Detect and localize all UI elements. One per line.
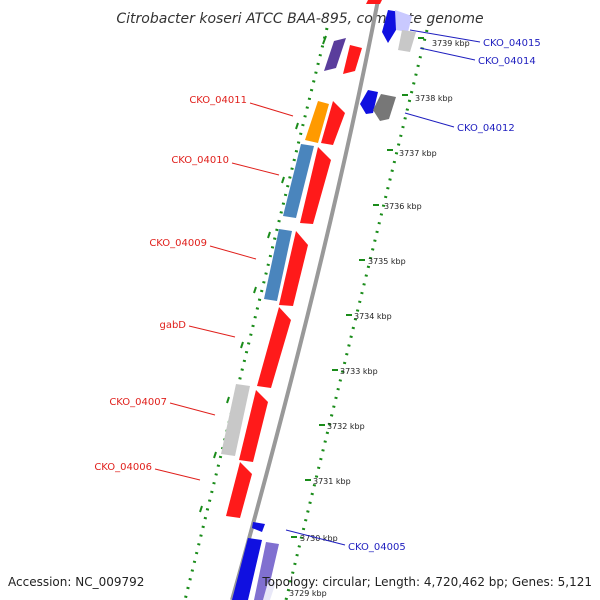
kbp-label: 3739 kbp [432,39,470,48]
gene-label-cko04007: CKO_04007 [109,397,167,408]
gene-label-cko04011: CKO_04011 [189,95,247,106]
gene-label-gabd: gabD [159,320,186,331]
reverse-strand-features [232,0,416,600]
kbp-labels: 3739 kbp 3738 kbp 3737 kbp 3736 kbp 3735… [289,39,470,598]
gene-feature [239,390,268,462]
left-gene-labels: CKO_04011 CKO_04010 CKO_04009 gabD CKO_0… [94,95,294,481]
kbp-label: 3729 kbp [289,589,327,598]
gene-feature [221,384,250,456]
gene-feature [264,229,292,301]
gene-label-cko04010: CKO_04010 [171,155,229,166]
gene-feature [366,0,382,4]
gene-feature [360,90,378,114]
gene-feature [305,101,329,143]
gene-label-cko04009: CKO_04009 [149,238,207,249]
gene-feature [395,10,412,32]
gene-feature [283,144,314,218]
kbp-label: 3737 kbp [399,149,437,158]
gene-feature [232,538,262,600]
gene-feature [254,542,279,600]
kbp-label: 3732 kbp [327,422,365,431]
inner-track-dashes [291,37,424,538]
kbp-label: 3734 kbp [354,312,392,321]
gene-feature [257,307,291,388]
gene-feature [263,582,276,600]
gene-feature [252,522,265,532]
gene-feature [373,94,396,121]
gene-feature [226,462,252,518]
gene-feature [321,101,345,145]
kbp-label: 3733 kbp [340,367,378,376]
gene-label-cko04012: CKO_04012 [457,123,515,134]
gene-feature [279,231,308,306]
outer-track-dashes [199,35,327,513]
map-title: Citrobacter koseri ATCC BAA-895, complet… [116,11,483,27]
genome-backbone [230,0,380,600]
accession-text: Accession: NC_009792 [8,575,144,589]
gene-feature [398,30,416,52]
gene-label-cko04005: CKO_04005 [348,542,406,553]
kbp-label: 3731 kbp [313,477,351,486]
kbp-label: 3735 kbp [368,257,406,266]
gene-feature [343,45,362,74]
gene-label-cko04014: CKO_04014 [478,56,536,67]
topology-text: Topology: circular; Length: 4,720,462 bp… [261,575,592,589]
gene-label-cko04015: CKO_04015 [483,38,541,49]
gene-feature [300,147,331,224]
right-gene-labels: CKO_04015 CKO_04014 CKO_04012 CKO_04005 [285,29,541,553]
gene-feature [324,38,346,71]
kbp-label: 3738 kbp [415,94,453,103]
gene-label-cko04006: CKO_04006 [94,462,152,473]
kbp-label: 3736 kbp [384,202,422,211]
forward-strand-features [221,38,362,518]
